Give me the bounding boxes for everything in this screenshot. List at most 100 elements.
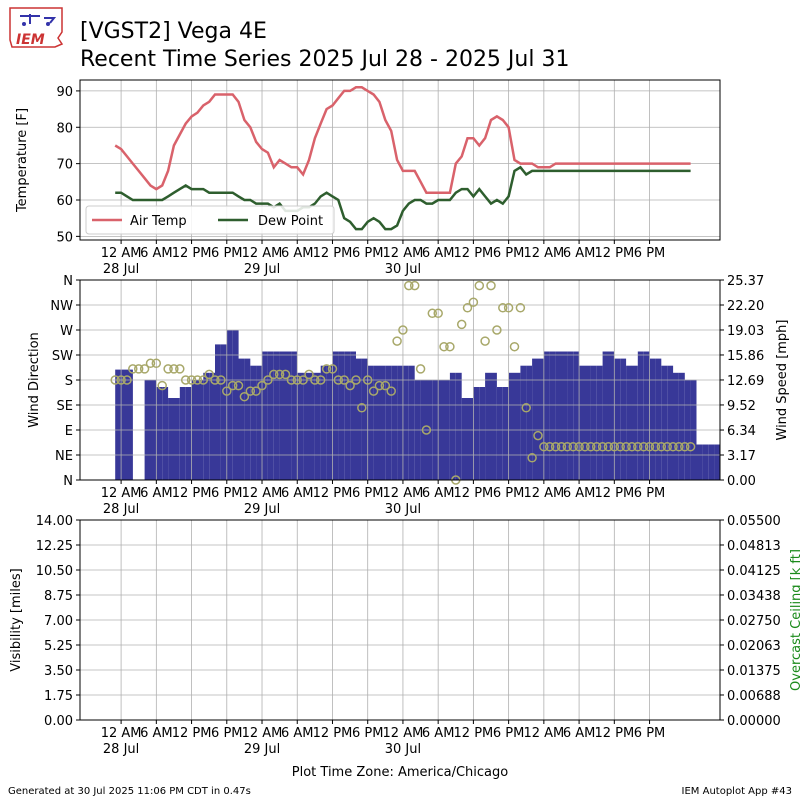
x-tick-label: 6 AM [422,726,455,741]
y-tick-label: 8.75 [44,589,73,604]
wind-speed-bar [267,351,274,480]
air-temp-line [114,86,691,194]
wind-speed-bar [614,358,621,480]
y-tick-label: E [65,424,73,439]
y2-tick-label: 0.00000 [727,714,781,729]
wind-speed-bar [520,365,527,480]
wind-speed-bar [467,398,474,480]
wind-speed-bar [203,372,210,480]
wind-speed-bar [602,351,609,480]
x-tick-label: 12 AM [101,726,142,741]
wind-speed-bar [215,344,221,480]
wind-direction-point [374,380,385,391]
wind-speed-bar [549,351,556,480]
x-tick-label: 12 AM [101,246,142,261]
x-tick-label: 12 PM [594,486,634,501]
wind-direction-point [163,364,173,374]
y-tick-label: N [63,474,73,489]
wind-direction-point [650,441,661,452]
wind-direction-point [638,441,649,452]
x-tick-label: 6 PM [211,726,242,741]
x-tick-label: 6 PM [634,246,665,261]
wind-speed-bar [543,351,550,480]
x-tick-label: 6 PM [352,486,383,501]
wind-speed-bar [314,372,321,480]
y-tick-label: 14.00 [36,514,73,529]
y-tick-label: S [65,374,73,389]
wind-speed-bar [256,365,262,480]
wind-direction-point [603,441,614,452]
wind-direction-point [392,336,402,346]
wind-speed-bar [156,387,163,480]
x-tick-label: 12 AM [242,726,283,741]
x-tick-label: 12 AM [383,726,424,741]
y2-tick-label: 22.20 [727,299,764,314]
wind-speed-bar [291,351,298,480]
wind-direction-point [521,403,531,413]
wind-direction-point [145,358,156,369]
x-tick-label: 12 PM [172,486,212,501]
x-tick-label: 12 AM [523,726,564,741]
x-tick-label: 12 PM [313,486,353,501]
wind-direction-point [257,380,267,391]
x-tick-label: 12 PM [172,246,212,261]
x-tick-label: 6 PM [352,246,383,261]
wind-speed-bar [714,444,720,480]
y2-tick-label: 6.34 [727,424,756,439]
wind-direction-point [233,380,244,391]
wind-speed-bar [643,351,650,480]
wind-direction-point [204,369,214,380]
temperature-legend: Air Temp Dew Point [85,205,335,235]
wind-speed-bar [496,387,503,480]
wind-speed-bar [250,365,257,480]
x-tick-label: 6 AM [281,486,314,501]
x-tick-label: 12 PM [313,726,353,741]
wind-direction-point [674,441,684,452]
wind-direction-point [633,441,643,452]
wind-direction-point [550,441,561,452]
wind-frame [79,279,721,481]
wind-speed-bar [526,365,533,480]
wind-direction-point [644,441,655,452]
x-tick-label: 12 PM [594,246,634,261]
x-date-label: 30 Jul [385,742,421,757]
wind-direction-point [198,375,209,385]
dew-point-line [115,165,691,231]
y-tick-label: 70 [56,158,73,173]
wind-direction-point [227,380,238,391]
wind-speed-bar [344,351,351,480]
wind-direction-point [486,280,496,291]
wind-direction-point [298,375,308,385]
wind-direction-point [345,380,355,391]
wind-direction-point [368,386,379,396]
y2-tick-label: 0.02750 [727,614,781,629]
wind-direction-point [351,375,361,385]
wind-direction-point [110,375,120,385]
wind-direction-point [685,441,696,452]
x-date-label: 28 Jul [103,502,139,517]
wind-direction-point [415,364,426,374]
wind-speed-bar [244,358,251,480]
wind-speed-bar [661,365,668,480]
wind-direction-point [621,441,631,452]
x-tick-label: 6 PM [493,486,524,501]
x-tick-label: 6 PM [493,726,524,741]
y2-tick-label: 9.52 [727,399,756,414]
x-tick-label: 12 AM [242,486,283,501]
y2-tick-label: 0.05500 [727,514,781,529]
y2-tick-label: 0.04813 [727,539,781,554]
wind-direction-point [304,369,314,380]
wind-speed-bar [379,365,386,480]
x-tick-label: 6 PM [211,486,242,501]
wind-speed-bar [696,444,703,480]
x-date-label: 30 Jul [385,262,421,277]
x-tick-label: 6 AM [422,486,455,501]
wind-speed-bar [678,372,685,480]
wind-direction-point [239,391,250,402]
wind-speed-axis-label: Wind Speed [mph] [775,320,790,441]
wind-direction-point [116,375,126,385]
chart-title: [VGST2] Vega 4E [80,19,267,44]
wind-direction-point [210,375,220,385]
wind-direction-point [362,375,373,385]
